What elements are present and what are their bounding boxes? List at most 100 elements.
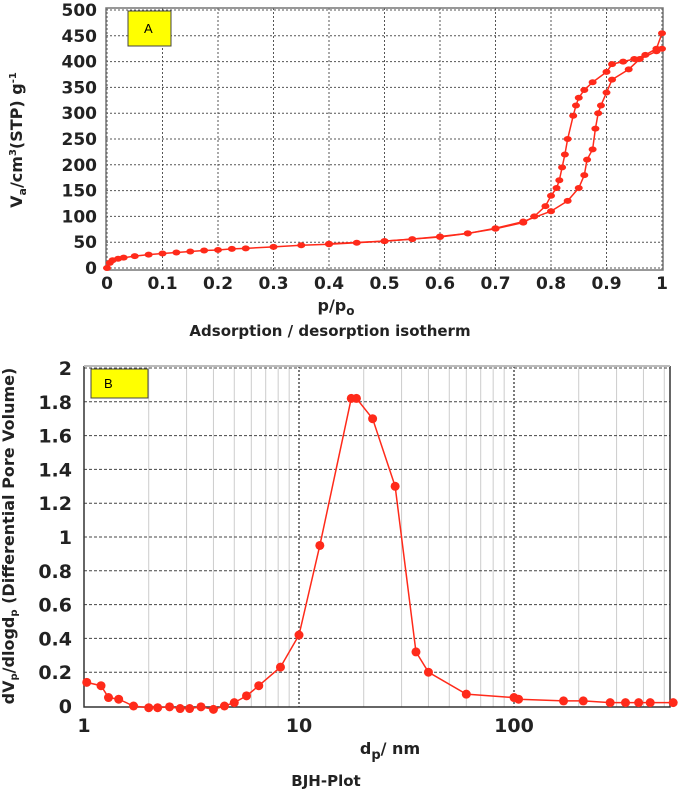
adsorption-point [144, 251, 153, 258]
x-tick-label: 100 [494, 715, 534, 737]
adsorption-point [241, 245, 250, 252]
x-tick-label: 0.5 [369, 274, 399, 294]
desorption-point [530, 213, 539, 220]
adsorption-point [297, 242, 306, 249]
y-tick-label: 1.6 [38, 426, 72, 448]
x-axis-label-a: p/po [318, 296, 355, 318]
pore-distribution-point [620, 698, 630, 708]
desorption-point [560, 151, 569, 158]
desorption-point [436, 234, 444, 241]
pore-distribution-point [411, 647, 421, 657]
adsorption-point [658, 45, 666, 52]
y-axis-label-b: dVp/dlogdp (Differential Pore Volume) [0, 368, 20, 705]
pore-distribution-point [144, 703, 154, 713]
y-tick-label: 400 [62, 53, 98, 73]
x-tick-label: 1 [656, 274, 668, 294]
y-tick-label: 50 [73, 233, 97, 253]
pore-distribution-point [461, 689, 471, 699]
pore-distribution-point [165, 702, 175, 712]
adsorption-point [547, 208, 555, 215]
x-tick-label: 0.9 [591, 274, 621, 294]
desorption-point [491, 225, 500, 232]
bjh-chart: 0 0.2 0.4 0.6 0.8 1 1.2 1.4 1.6 1.8 2 1 10 100 B dp/… [0, 358, 678, 790]
pore-distribution-point [153, 703, 163, 713]
x-tick-label: 1 [77, 715, 90, 737]
desorption-point [608, 61, 617, 68]
pore-distribution-point [219, 701, 229, 711]
plot-frame-b [83, 366, 671, 708]
desorption-point [541, 203, 550, 210]
desorption-point [630, 56, 639, 63]
pore-distribution-point [390, 481, 400, 491]
desorption-point [619, 58, 628, 65]
desorption-point [558, 164, 567, 171]
desorption-point [552, 185, 561, 192]
adsorption-point [588, 146, 597, 153]
pore-distribution-point [175, 704, 185, 714]
y-tick-label: 250 [62, 130, 98, 150]
grid-a [106, 8, 663, 270]
pore-distribution-point [634, 698, 644, 708]
adsorption-point [602, 89, 611, 96]
x-ticks-b: 1 10 100 [77, 715, 533, 737]
plot-frame-a [105, 7, 664, 271]
adsorption-point [563, 197, 572, 204]
panel-label-box-b [90, 368, 149, 399]
chart-title-a: Adsorption / desorption isotherm [189, 322, 470, 340]
y-tick-label: 300 [62, 104, 98, 124]
y-axis-label-a: Va/cm3(STP) g-1 [7, 72, 29, 208]
desorption-point [463, 230, 472, 237]
adsorption-point [130, 253, 139, 260]
desorption-point [569, 112, 578, 119]
panel-label-box-a [127, 10, 172, 47]
adsorption-point [119, 254, 128, 261]
adsorption-point [624, 66, 633, 73]
x-tick-label: 0.2 [203, 274, 233, 294]
pore-distribution-line [86, 397, 674, 711]
x-tick-label: 0.6 [425, 274, 455, 294]
y-tick-label: 0 [59, 696, 72, 718]
desorption-point [380, 238, 389, 245]
adsorption-point [172, 249, 181, 256]
y-tick-label: 1.4 [38, 459, 72, 481]
adsorption-point [200, 247, 209, 254]
y-ticks-b: 0 0.2 0.4 0.6 0.8 1 1.2 1.4 1.6 1.8 2 [38, 358, 72, 718]
x-tick-label: 0.4 [314, 274, 344, 294]
pore-distribution-point [645, 698, 655, 708]
desorption-point [555, 177, 564, 184]
desorption-point [580, 86, 589, 93]
adsorption-point [583, 156, 592, 163]
x-tick-label: 0 [101, 274, 113, 294]
desorption-point [519, 219, 528, 226]
pore-distribution-point [294, 630, 304, 640]
chart-title-b: BJH-Plot [291, 772, 360, 790]
x-axis-label-b: dp/ nm [360, 739, 420, 763]
adsorption-point [103, 265, 111, 271]
pore-distribution-point [208, 704, 218, 714]
desorption-point [652, 45, 661, 52]
pore-distribution-point [242, 691, 252, 701]
pore-distribution-point [114, 694, 124, 704]
y-tick-label: 350 [62, 78, 98, 98]
pore-distribution-point [103, 693, 113, 703]
pore-distribution-point [668, 698, 678, 708]
adsorption-point [580, 172, 589, 179]
pore-distribution-point [351, 393, 361, 403]
pore-distribution-point [514, 694, 524, 704]
desorption-point [563, 136, 572, 142]
x-tick-label: 10 [286, 715, 312, 737]
pore-distribution-point [96, 681, 106, 691]
adsorption-point [591, 125, 600, 132]
adsorption-point [608, 76, 617, 83]
isotherm-chart: 0 50 100 150 200 250 300 350 400 450 500 0 0.1 0.2 0.… [7, 1, 668, 340]
desorption-point [602, 68, 611, 75]
pore-distribution-point [605, 698, 615, 708]
desorption-point [325, 240, 333, 247]
adsorption-point [269, 243, 278, 250]
pore-distribution-point [196, 702, 206, 712]
pore-distribution-point [185, 704, 195, 714]
pore-distribution-point [129, 701, 139, 711]
series-a [103, 30, 666, 271]
x-tick-label: 0.1 [147, 274, 177, 294]
x-ticks-a: 0 0.1 0.2 0.3 0.4 0.5 0.6 0.7 0.8 0.9 1 [101, 274, 668, 294]
